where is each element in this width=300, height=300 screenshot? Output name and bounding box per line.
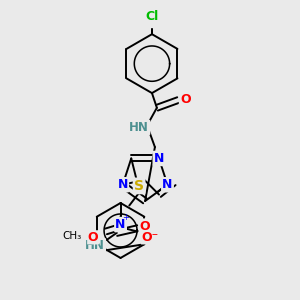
Text: O: O	[140, 220, 150, 232]
Text: N: N	[162, 178, 173, 191]
Text: S: S	[134, 179, 144, 193]
Text: O: O	[180, 93, 190, 106]
Text: O: O	[88, 231, 98, 244]
Text: Cl: Cl	[145, 14, 159, 27]
Text: CH₃: CH₃	[63, 231, 82, 242]
Text: +: +	[122, 213, 129, 222]
Text: O⁻: O⁻	[141, 231, 159, 244]
Text: N: N	[116, 218, 126, 231]
Text: N: N	[118, 178, 128, 191]
Text: HN: HN	[85, 239, 105, 252]
Text: HN: HN	[129, 121, 149, 134]
Text: N: N	[154, 152, 164, 165]
Text: Cl: Cl	[145, 10, 159, 23]
